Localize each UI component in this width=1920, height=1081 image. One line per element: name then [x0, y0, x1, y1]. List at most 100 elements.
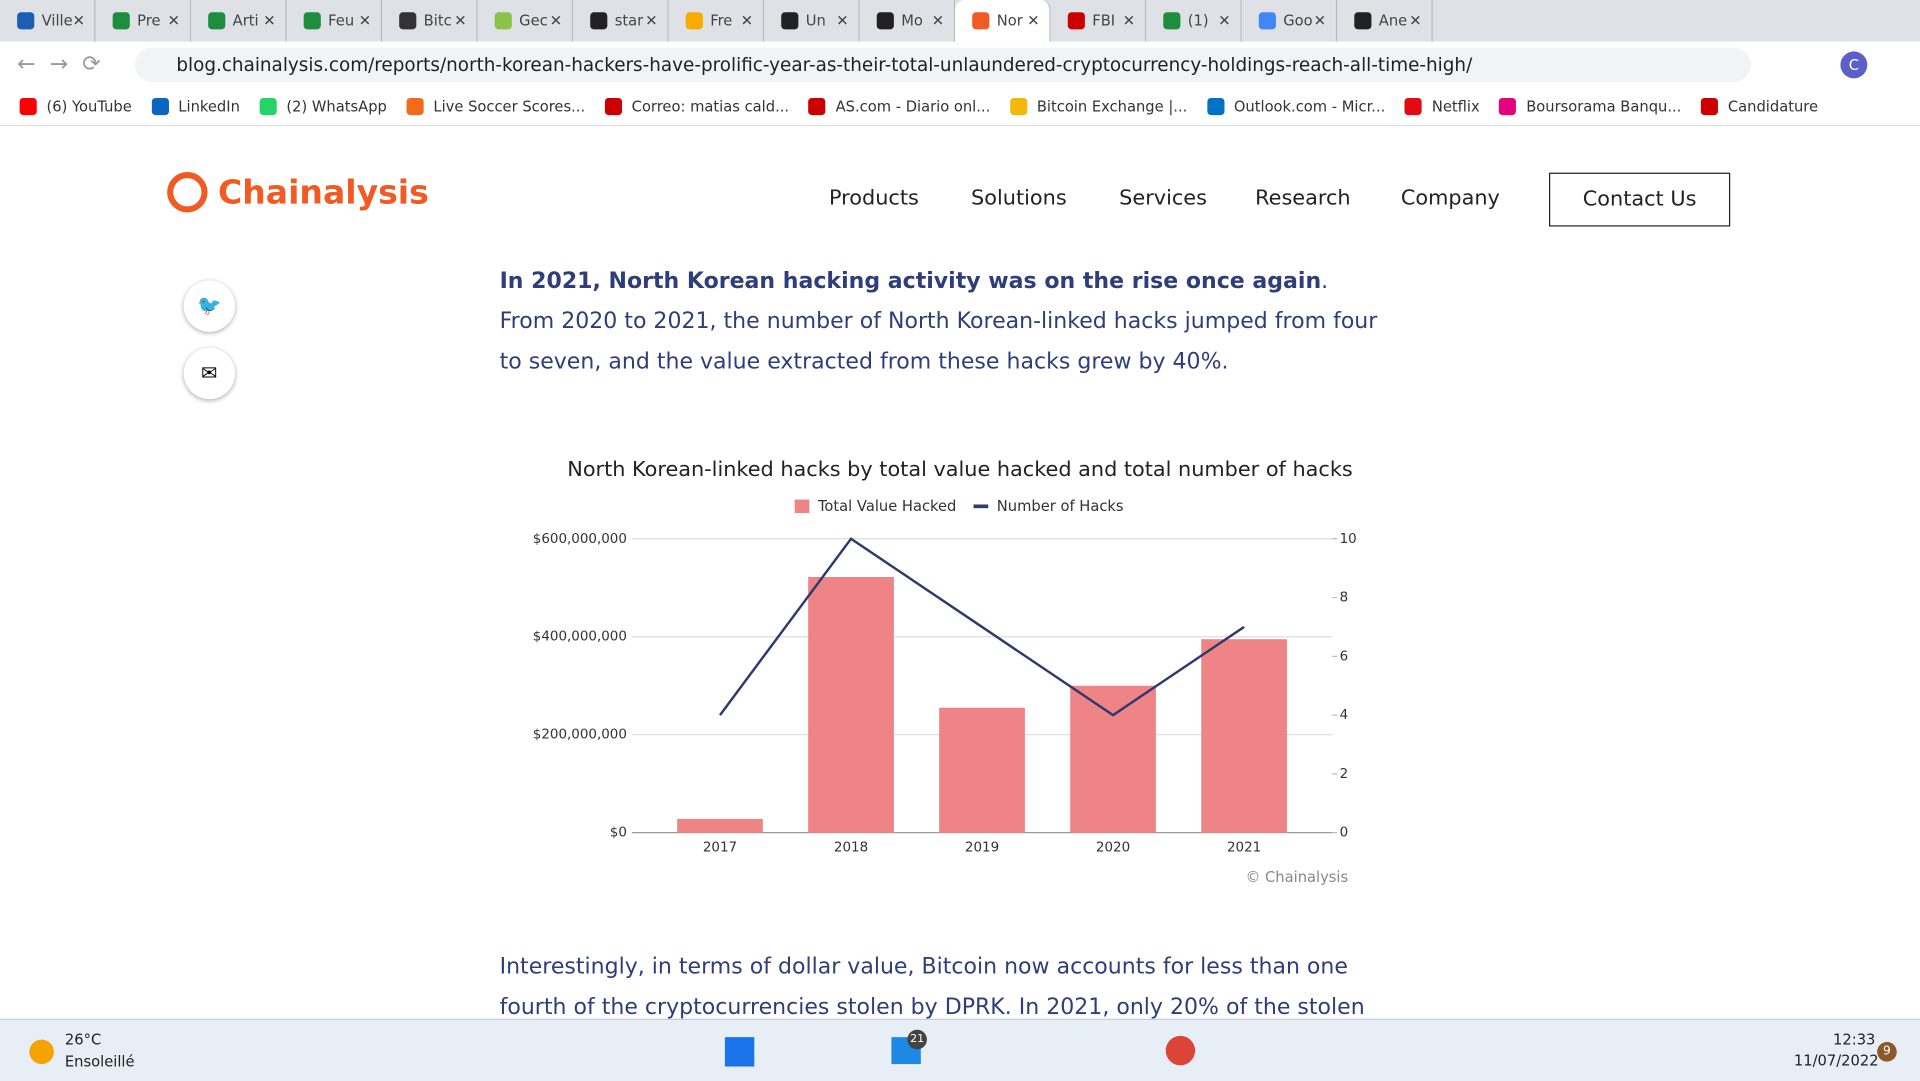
- clock-time: 12:33: [1833, 1031, 1876, 1049]
- bookmark-icon: [1700, 97, 1719, 116]
- share-email[interactable]: ✉: [184, 348, 235, 399]
- tab[interactable]: Goo ✕: [1242, 0, 1338, 42]
- tab-title: Pre: [137, 12, 161, 30]
- bar: [939, 707, 1025, 833]
- tab-title: Bitc: [423, 12, 452, 30]
- tab-close[interactable]: ✕: [167, 12, 181, 30]
- legend-label: Number of Hacks: [997, 498, 1124, 515]
- bookmark[interactable]: Correo: matias cald...: [604, 97, 789, 116]
- bookmark-label: Live Soccer Scores...: [433, 97, 586, 116]
- share-twitter[interactable]: 🐦: [184, 280, 235, 331]
- tab-icon: [17, 12, 35, 30]
- tab-title: Arti: [232, 12, 259, 30]
- tab-close[interactable]: ✕: [1218, 12, 1231, 30]
- address-bar[interactable]: blog.chainalysis.com/reports/north-korea…: [134, 47, 1752, 83]
- tab[interactable]: Nor ✕: [955, 0, 1051, 42]
- tab-title: Gec: [519, 12, 548, 30]
- tab[interactable]: Gec ✕: [478, 0, 574, 42]
- bookmark-icon: [1404, 97, 1423, 116]
- bookmark-label: (2) WhatsApp: [286, 97, 387, 116]
- nav-link[interactable]: Products: [828, 186, 919, 211]
- tab[interactable]: Mo ✕: [860, 0, 956, 42]
- tab-close[interactable]: ✕: [931, 12, 945, 30]
- nav-link[interactable]: Company: [1400, 186, 1500, 211]
- bookmark[interactable]: LinkedIn: [151, 97, 240, 116]
- bookmark[interactable]: Candidature: [1700, 97, 1818, 116]
- contact-button[interactable]: Contact Us: [1548, 172, 1731, 227]
- y-tick-label: $400,000,000: [533, 630, 627, 645]
- tab[interactable]: Fre ✕: [669, 0, 765, 42]
- bookmark[interactable]: (2) WhatsApp: [259, 97, 387, 116]
- y-tick-label: $200,000,000: [533, 728, 627, 743]
- logo[interactable]: Chainalysis: [167, 171, 429, 213]
- bookmark-icon: [808, 97, 826, 116]
- bar: [1201, 639, 1287, 833]
- y2-tick-label: 0: [1340, 826, 1349, 841]
- bookmark-icon: [406, 97, 424, 116]
- y2-tick-label: 6: [1340, 649, 1349, 664]
- profile[interactable]: C: [1840, 51, 1868, 79]
- notification-badge[interactable]: 9: [1877, 1042, 1897, 1062]
- bookmark[interactable]: Live Soccer Scores...: [406, 97, 586, 116]
- chrome-icon[interactable]: [1165, 1035, 1196, 1066]
- start-button[interactable]: [724, 1037, 755, 1067]
- bookmark-label: Outlook.com - Micr...: [1233, 97, 1386, 116]
- bookmark[interactable]: Boursorama Banqu...: [1499, 97, 1681, 116]
- tab-close[interactable]: ✕: [740, 12, 754, 30]
- tab-close[interactable]: ✕: [358, 12, 372, 30]
- tab[interactable]: Ville ✕: [0, 0, 96, 42]
- nav-link[interactable]: Research: [1255, 186, 1351, 211]
- tab-close[interactable]: ✕: [263, 12, 276, 30]
- chart-source: © Chainalysis: [1246, 869, 1348, 886]
- paragraph-bold: In 2021, North Korean hacking activity w…: [499, 268, 1322, 294]
- x-tick-label: 2020: [1096, 840, 1130, 855]
- tab-title: Un: [805, 12, 826, 30]
- tab[interactable]: Pre ✕: [96, 0, 192, 42]
- nav-link[interactable]: Solutions: [971, 186, 1067, 211]
- bar: [808, 576, 894, 833]
- tab-close[interactable]: ✕: [1027, 12, 1040, 30]
- tab-icon: [112, 12, 130, 30]
- logo-icon: [167, 172, 208, 213]
- bookmark[interactable]: Outlook.com - Micr...: [1206, 97, 1386, 116]
- tab-icon: [1258, 12, 1276, 30]
- tab-close[interactable]: ✕: [1409, 12, 1422, 30]
- bookmark[interactable]: AS.com - Diario onl...: [808, 97, 990, 116]
- tab[interactable]: FBI ✕: [1051, 0, 1147, 42]
- tab-title: (1): [1187, 12, 1209, 30]
- tab[interactable]: Un ✕: [764, 0, 860, 42]
- tab[interactable]: star ✕: [573, 0, 669, 42]
- tab-icon: [876, 12, 894, 30]
- tab-close[interactable]: ✕: [549, 12, 563, 30]
- tab-close[interactable]: ✕: [645, 12, 658, 30]
- logo-text: Chainalysis: [217, 173, 429, 212]
- tab-close[interactable]: ✕: [1122, 12, 1136, 30]
- bookmark[interactable]: (6) YouTube: [19, 97, 132, 116]
- tab-close[interactable]: ✕: [1313, 12, 1327, 30]
- chart-title: North Korean-linked hacks by total value…: [567, 457, 1352, 481]
- x-tick-label: 2017: [703, 840, 737, 855]
- tab-close[interactable]: ✕: [836, 12, 849, 30]
- bookmark[interactable]: Bitcoin Exchange |...: [1009, 97, 1188, 116]
- tab-close[interactable]: ✕: [72, 12, 85, 30]
- tab-icon: [303, 12, 321, 30]
- tab[interactable]: (1) ✕: [1146, 0, 1242, 42]
- paragraph: In 2021, North Korean hacking activity w…: [500, 261, 1382, 382]
- tab[interactable]: Ane ✕: [1337, 0, 1433, 42]
- y2-tick-label: 10: [1340, 532, 1357, 547]
- bookmark-label: Bitcoin Exchange |...: [1036, 97, 1188, 116]
- tab[interactable]: Bitc ✕: [382, 0, 478, 42]
- tab-close[interactable]: ✕: [454, 12, 467, 30]
- tab-title: Ville: [41, 12, 73, 30]
- tab-icon: [972, 12, 990, 30]
- tab[interactable]: Arti ✕: [191, 0, 287, 42]
- tab-title: Goo: [1283, 12, 1313, 30]
- bookmark[interactable]: Netflix: [1404, 97, 1480, 116]
- legend-label: Total Value Hacked: [817, 498, 956, 515]
- clock-date: 11/07/2022: [1793, 1051, 1879, 1069]
- tab[interactable]: Feu ✕: [287, 0, 383, 42]
- nav-link[interactable]: Services: [1119, 186, 1207, 211]
- y2-tick-label: 8: [1340, 591, 1349, 606]
- bar: [1070, 685, 1156, 833]
